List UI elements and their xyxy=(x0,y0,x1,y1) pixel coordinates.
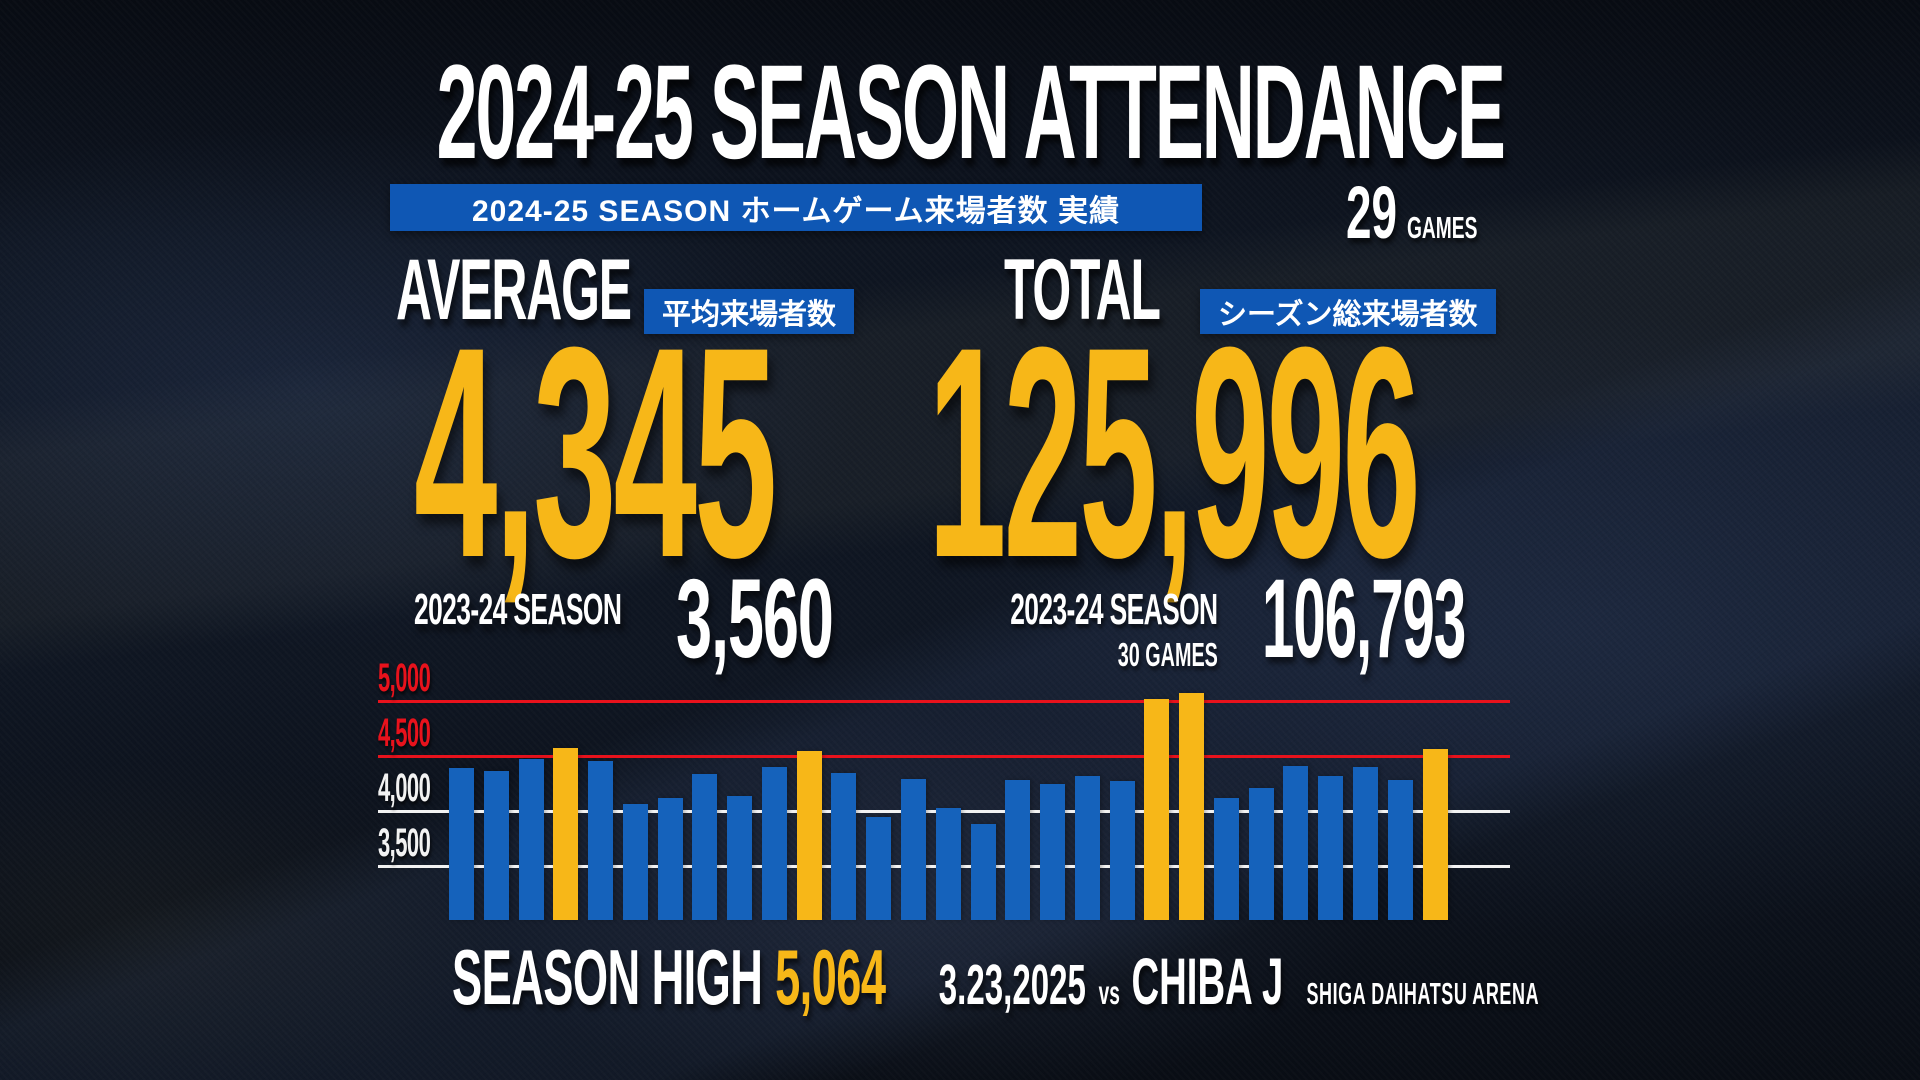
season-high-value: 5,064 xyxy=(775,933,886,1021)
subtitle-banner-text: 2024-25 SEASON ホームゲーム来場者数 実績 xyxy=(472,194,1120,228)
gridline-label-5000: 5,000 xyxy=(378,656,431,700)
attendance-bar-game-15 xyxy=(936,808,961,920)
average-value-wrap: 4,345 xyxy=(414,302,1135,602)
total-badge-text: シーズン総来場者数 xyxy=(1218,298,1478,331)
average-section: AVERAGE xyxy=(396,247,801,333)
gridline-5000 xyxy=(378,700,1510,703)
attendance-bar-game-10 xyxy=(762,767,787,920)
game-date: 3.23,2025 xyxy=(938,953,1086,1017)
attendance-bar-game-16 xyxy=(971,824,996,920)
attendance-bar-game-28 xyxy=(1388,780,1413,920)
attendance-bar-game-20 xyxy=(1110,781,1135,920)
attendance-bar-game-2 xyxy=(484,771,509,920)
total-section: TOTAL xyxy=(1004,247,1273,333)
page-title: 2024-25 SEASON ATTENDANCE xyxy=(436,38,1506,187)
average-label: AVERAGE xyxy=(396,242,632,338)
attendance-bar-game-18 xyxy=(1040,784,1065,920)
attendance-bar-game-24 xyxy=(1249,788,1274,920)
total-prev-season-value: 106,793 xyxy=(1262,556,1466,681)
average-badge: 平均来場者数 xyxy=(644,289,855,334)
gridline-4500 xyxy=(378,755,1510,758)
opponent-name: CHIBA J xyxy=(1131,944,1284,1018)
attendance-bar-game-5 xyxy=(588,761,613,920)
games-count-number: 29 xyxy=(1346,171,1398,254)
attendance-bar-game-29-highlight xyxy=(1423,749,1448,920)
total-prev-season-label: 2023-24 SEASON xyxy=(1010,585,1219,634)
attendance-bar-game-1 xyxy=(449,768,474,920)
gridline-label-4500: 4,500 xyxy=(378,711,431,755)
average-prev-season-value: 3,560 xyxy=(676,556,834,681)
total-badge: シーズン総来場者数 xyxy=(1200,289,1496,334)
attendance-bar-game-7 xyxy=(658,798,683,920)
gridline-label-4000: 4,000 xyxy=(378,766,431,810)
attendance-bar-game-26 xyxy=(1318,776,1343,920)
attendance-bar-game-9 xyxy=(727,796,752,920)
average-prev-wrap: 2023-24 SEASON xyxy=(414,588,760,632)
attendance-bar-game-21-highlight xyxy=(1144,699,1169,920)
attendance-bar-game-27 xyxy=(1353,767,1378,920)
attendance-bar-game-13 xyxy=(866,817,891,920)
attendance-bar-game-22-highlight xyxy=(1179,693,1204,920)
attendance-bar-game-25 xyxy=(1283,766,1308,920)
average-prev-value-wrap: 3,560 xyxy=(676,563,946,675)
gridline-label-3500: 3,500 xyxy=(378,821,431,865)
average-badge-text: 平均来場者数 xyxy=(662,298,837,331)
subtitle-banner: 2024-25 SEASON ホームゲーム来場者数 実績 xyxy=(390,184,1202,231)
title-row: 2024-25 SEASON ATTENDANCE xyxy=(0,46,1920,180)
attendance-bar-game-6 xyxy=(623,804,648,920)
attendance-bar-game-12 xyxy=(831,773,856,920)
attendance-bar-game-8 xyxy=(692,774,717,920)
total-prev-value-wrap: 106,793 xyxy=(1262,563,1653,675)
attendance-bar-game-4-highlight xyxy=(553,748,578,920)
average-value: 4,345 xyxy=(414,284,777,620)
games-count: 29 GAMES xyxy=(1346,176,1477,250)
attendance-bar-game-19 xyxy=(1075,776,1100,920)
attendance-bar-game-17 xyxy=(1005,780,1030,920)
attendance-bar-game-11-highlight xyxy=(797,751,822,920)
attendance-bar-game-14 xyxy=(901,779,926,920)
total-value-wrap: 125,996 xyxy=(928,302,1920,602)
attendance-bar-game-3 xyxy=(519,759,544,920)
vs-label: vs xyxy=(1098,974,1120,1011)
average-prev-season-label: 2023-24 SEASON xyxy=(414,585,622,634)
games-count-label: GAMES xyxy=(1406,210,1478,245)
venue-name: SHIGA DAIHATSU ARENA xyxy=(1306,976,1540,1011)
attendance-bar-game-23 xyxy=(1214,798,1239,920)
total-prev-wrap: 2023-24 SEASON 30 GAMES xyxy=(860,585,1219,673)
total-value: 125,996 xyxy=(928,284,1421,620)
total-label: TOTAL xyxy=(1004,242,1161,338)
season-high-label: SEASON HIGH xyxy=(452,933,763,1021)
attendance-bar-chart: 5,000 4,500 4,000 3,500 xyxy=(378,658,1510,920)
total-prev-games-label: 30 GAMES xyxy=(1117,636,1218,673)
season-high-row: SEASON HIGH 5,064 3.23,2025 vs CHIBA J S… xyxy=(452,938,1539,1016)
